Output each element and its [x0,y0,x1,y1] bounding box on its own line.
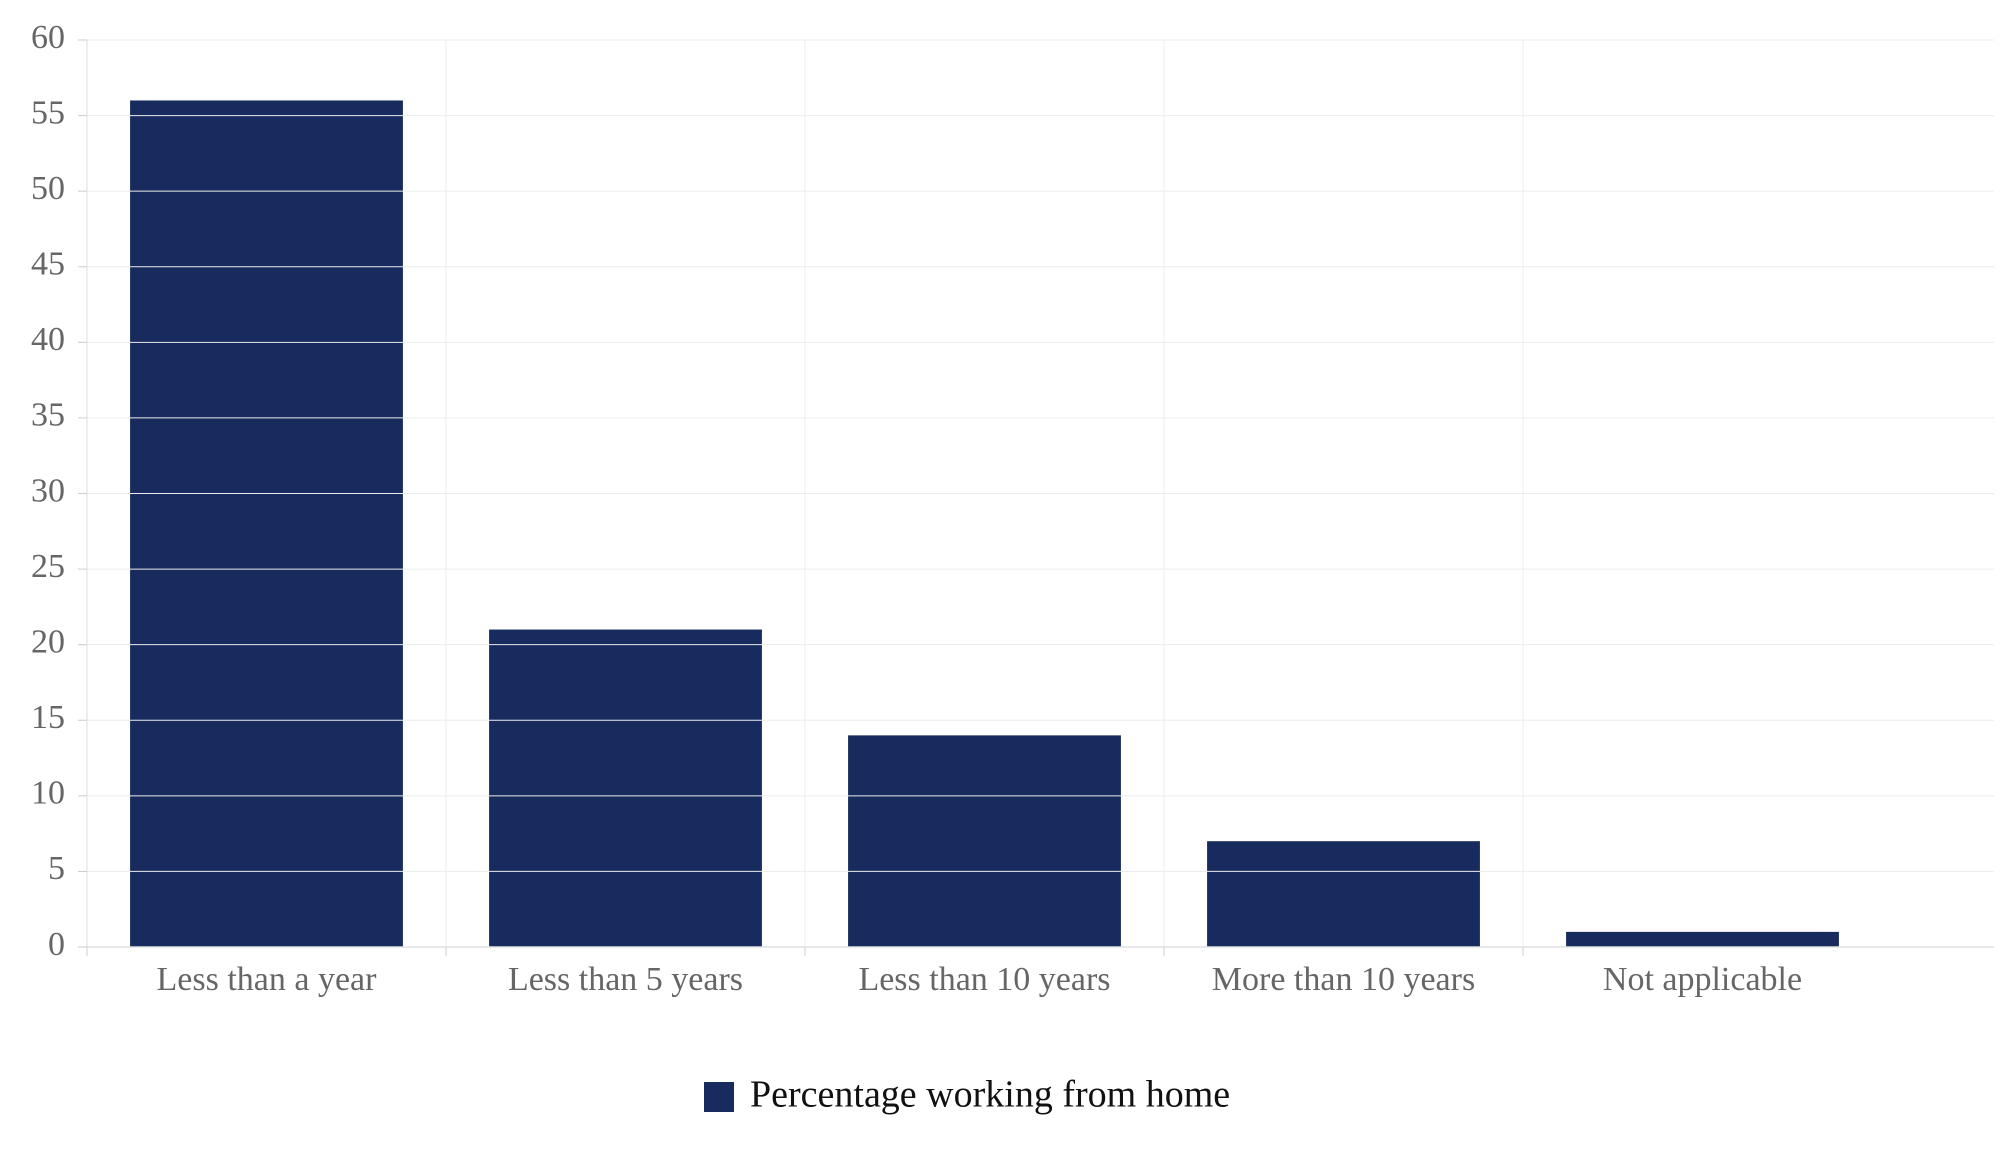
bar [1566,931,1839,947]
x-tick-label: Less than a year [157,961,378,998]
y-tick-label: 25 [31,548,65,585]
x-tick-label: Not applicable [1603,961,1802,998]
y-tick-label: 60 [31,19,65,56]
y-tick-label: 15 [31,699,65,736]
bar [130,100,403,947]
y-tick-label: 20 [31,623,65,660]
y-tick-label: 30 [31,472,65,509]
y-tick-label: 10 [31,775,65,812]
y-tick-label: 55 [31,94,65,131]
x-tick-label: Less than 10 years [858,961,1110,998]
y-tick-label: 35 [31,397,65,434]
legend-label: Percentage working from home [750,1074,1230,1116]
y-tick-label: 45 [31,246,65,283]
y-tick-label: 0 [48,926,65,963]
y-tick-label: 50 [31,170,65,207]
x-tick-label: More than 10 years [1212,961,1475,998]
bar [848,735,1121,947]
bar [489,629,762,947]
y-tick-label: 40 [31,321,65,358]
bar [1207,841,1480,947]
y-tick-label: 5 [48,850,65,887]
legend-swatch [704,1082,734,1112]
x-tick-label: Less than 5 years [508,961,743,998]
